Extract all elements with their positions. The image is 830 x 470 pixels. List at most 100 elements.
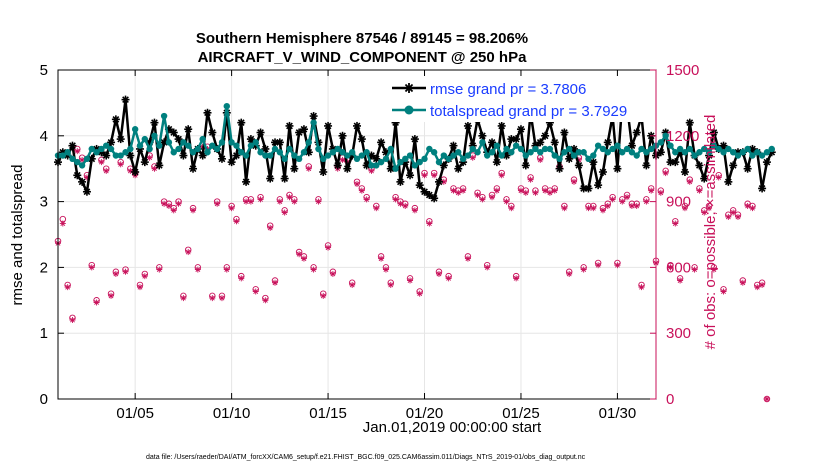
rmse-point: [406, 171, 415, 180]
rmse-point: [155, 161, 164, 170]
rmse-point-stroke: [464, 122, 472, 130]
totalspread-point: [546, 145, 554, 153]
assimilated-obs-marker-stroke: [610, 196, 616, 202]
assimilated-obs-marker: [122, 268, 129, 275]
rmse-point: [266, 174, 275, 183]
rmse-point-stroke: [387, 165, 395, 173]
y-tick-label: 5: [40, 62, 48, 79]
totalspread-point: [686, 145, 693, 153]
totalspread-point: [532, 145, 539, 153]
totalspread-point: [662, 132, 669, 139]
rmse-point-stroke: [729, 162, 737, 169]
rmse-point: [169, 128, 178, 137]
assimilated-obs-marker: [185, 249, 192, 256]
totalspread-point: [701, 145, 708, 153]
assimilated-obs-marker: [532, 189, 539, 196]
totalspread-point: [78, 162, 86, 169]
assimilated-obs-marker-stroke: [407, 278, 413, 283]
rmse-point: [613, 164, 622, 173]
rmse-point-stroke: [633, 129, 641, 136]
assimilated-obs-marker: [749, 205, 756, 212]
rmse-point: [324, 121, 333, 130]
rmse-point: [492, 158, 501, 167]
rmse-point: [256, 128, 265, 137]
assimilated-obs-marker-stroke: [672, 221, 678, 226]
assimilated-obs-marker-stroke: [70, 317, 75, 323]
legend-totalspread-marker: [404, 105, 414, 115]
assimilated-obs-marker-stroke: [147, 155, 153, 161]
assimilated-obs-marker: [108, 292, 115, 299]
assimilated-obs-marker-stroke: [359, 188, 365, 194]
assimilated-obs-marker: [537, 156, 544, 163]
rmse-point: [430, 194, 439, 203]
assimilated-obs-marker: [175, 200, 182, 207]
series-lines: [54, 95, 776, 203]
assimilated-obs-marker: [662, 170, 669, 177]
rmse-point: [680, 167, 689, 176]
rmse-point-stroke: [411, 135, 419, 143]
assimilated-obs-marker: [247, 198, 254, 205]
totalspread-point: [710, 142, 718, 149]
assimilated-obs-marker-stroke: [267, 225, 273, 231]
rmse-point: [449, 141, 458, 150]
y-tick-label: 2: [40, 259, 48, 276]
chart-title: Southern Hemisphere 87546 / 89145 = 98.2…: [196, 30, 528, 47]
x-tick-label: 01/05: [116, 405, 154, 422]
assimilated-obs-marker-stroke: [682, 205, 688, 211]
assimilated-obs-marker: [286, 194, 293, 201]
totalspread-point: [479, 139, 486, 146]
y-right-tick-label: 300: [666, 325, 691, 342]
assimilated-obs-marker-stroke: [566, 271, 572, 277]
assimilated-obs-marker: [296, 251, 303, 258]
rmse-point: [521, 161, 530, 170]
assimilated-obs-marker: [151, 165, 158, 172]
rmse-point-stroke: [363, 162, 371, 169]
totalspread-point: [498, 152, 505, 159]
assimilated-obs-marker-stroke: [229, 205, 235, 211]
rmse-point-stroke: [228, 158, 236, 166]
rmse-point: [758, 184, 767, 193]
rmse-point-stroke: [488, 138, 496, 146]
assimilated-obs-marker-stroke: [451, 188, 456, 194]
totalspread-point: [493, 142, 501, 149]
assimilated-obs-marker-stroke: [547, 190, 553, 196]
rmse-point: [719, 141, 728, 150]
assimilated-obs-marker-stroke: [725, 214, 731, 220]
totalspread-point: [754, 149, 761, 156]
totalspread-point: [156, 142, 163, 149]
assimilated-obs-marker: [633, 202, 640, 209]
assimilated-obs-marker-stroke: [465, 256, 471, 262]
rmse-point-stroke: [261, 145, 269, 153]
assimilated-obs-marker: [739, 279, 746, 286]
assimilated-obs-marker: [252, 288, 259, 295]
totalspread-point: [88, 145, 95, 153]
assimilated-obs-marker: [450, 187, 457, 194]
rmse-point-stroke: [88, 155, 96, 163]
assimilated-obs-marker-stroke: [614, 262, 620, 268]
rmse-point-stroke: [517, 125, 525, 133]
assimilated-obs-marker: [141, 273, 148, 280]
assimilated-obs-marker: [382, 266, 389, 273]
totalspread-point: [435, 158, 443, 166]
assimilated-obs-marker-stroke: [393, 196, 399, 202]
rmse-point: [357, 135, 366, 144]
rmse-point-stroke: [498, 122, 506, 130]
rmse-point-stroke: [700, 175, 708, 182]
assimilated-obs-marker-stroke: [287, 194, 292, 200]
rmse-point-stroke: [257, 129, 264, 136]
rmse-point: [560, 128, 569, 137]
totalspread-point: [242, 152, 250, 159]
y-right-tick-label: 0: [666, 391, 674, 408]
assimilated-obs-marker-stroke: [378, 256, 384, 262]
rmse-point-stroke: [141, 158, 149, 166]
rmse-point-stroke: [382, 148, 390, 156]
assimilated-obs-marker: [194, 266, 201, 273]
rmse-point: [488, 138, 497, 147]
totalspread-point: [416, 158, 423, 166]
assimilated-obs-marker-stroke: [306, 166, 312, 172]
totalspread-point: [165, 139, 173, 146]
rmse-point-stroke: [339, 132, 346, 140]
assimilated-obs-marker: [609, 196, 616, 203]
rmse-point: [415, 181, 424, 190]
assimilated-obs-marker: [638, 284, 645, 291]
